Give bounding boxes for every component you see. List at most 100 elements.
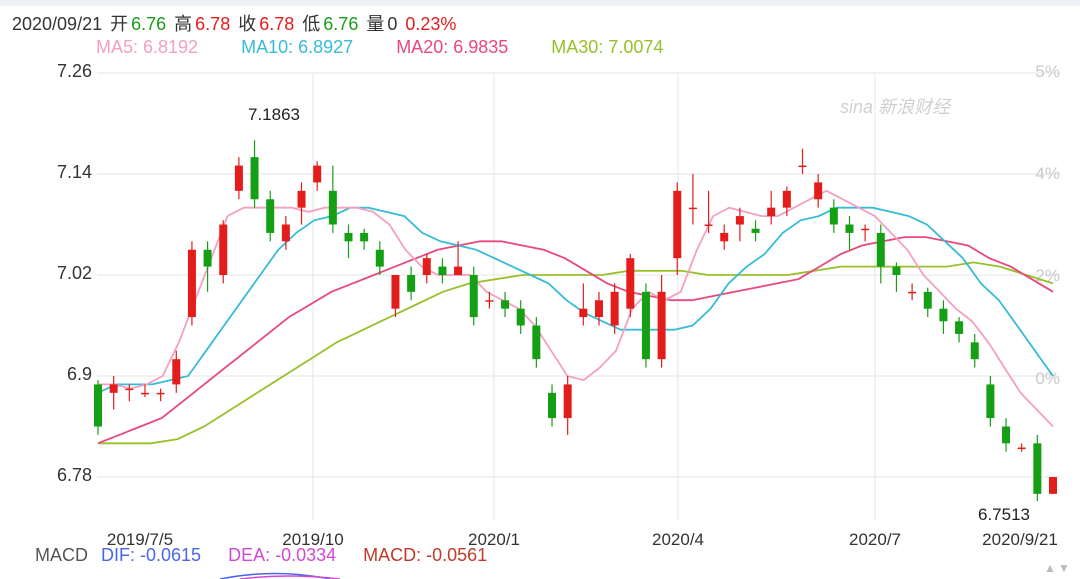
- x-tick-label: 2020/9/21: [982, 530, 1058, 549]
- candle-body: [876, 232, 885, 267]
- x-tick-label: 2020/4: [652, 530, 704, 549]
- pct-tick-label: 4%: [1035, 164, 1060, 183]
- macd-title: MACD: [35, 545, 88, 565]
- candle-body: [845, 224, 854, 233]
- candle-body: [94, 384, 102, 427]
- candle-body: [187, 249, 196, 318]
- candle-body: [641, 291, 650, 360]
- candle-body: [438, 266, 447, 275]
- candle-body: [1002, 426, 1011, 444]
- candle-body: [626, 258, 635, 309]
- low-label: 低: [302, 14, 321, 34]
- min-price-annotation: 6.7513: [978, 505, 1030, 524]
- candle-body: [610, 291, 619, 326]
- candle-body: [657, 291, 666, 360]
- candle-body: [532, 325, 541, 360]
- scroll-down-icon: ▼: [1058, 561, 1070, 575]
- scroll-up-icon: ▲: [1044, 561, 1056, 575]
- candle-body: [125, 388, 134, 391]
- pct-tick-label: 0%: [1035, 369, 1060, 388]
- candle-body: [360, 232, 369, 242]
- open-value: 6.76: [131, 14, 167, 34]
- candle-body: [892, 266, 901, 275]
- low-value: 6.76: [323, 14, 359, 34]
- y-tick-label: 6.78: [57, 465, 92, 485]
- candle-body: [688, 207, 697, 210]
- macd-legend: MACD DIF: -0.0615 DEA: -0.0334 MACD: -0.…: [35, 545, 509, 566]
- x-tick-label: 2019/10: [282, 530, 343, 549]
- candle-body: [219, 224, 228, 275]
- high-value: 6.78: [195, 14, 231, 34]
- candle-body: [923, 291, 932, 309]
- macd-dea: DEA: -0.0334: [228, 545, 337, 565]
- candle-body: [344, 232, 353, 242]
- candle-body: [782, 190, 791, 208]
- candle-body: [829, 207, 838, 225]
- candle-body: [172, 359, 181, 385]
- candle-body: [203, 249, 212, 267]
- candle-body: [798, 165, 807, 168]
- candle-body: [156, 392, 165, 395]
- candle-body: [767, 207, 776, 217]
- x-tick-label: 2020/1: [468, 530, 520, 549]
- candle-body: [375, 249, 384, 267]
- candle-body: [454, 266, 463, 275]
- macd-dea-line: [239, 575, 341, 579]
- candle-body: [1017, 447, 1026, 450]
- candle-body: [501, 300, 510, 309]
- macd-dif: DIF: -0.0615: [101, 545, 202, 565]
- candle-body: [391, 275, 400, 309]
- candle-body: [814, 182, 823, 200]
- candle-body: [720, 232, 729, 242]
- change-value: 0.23%: [405, 14, 457, 34]
- candle-body: [485, 300, 494, 302]
- candle-body: [516, 308, 525, 326]
- top-strip: [0, 0, 1080, 6]
- candle-body: [704, 224, 713, 226]
- candle-body: [563, 384, 572, 419]
- candle-body: [939, 308, 948, 322]
- candle-body: [861, 228, 870, 231]
- y-tick-label: 6.9: [67, 364, 92, 384]
- y-tick-label: 7.14: [57, 162, 92, 182]
- ma5-line: [98, 189, 1054, 428]
- high-label: 高: [174, 14, 193, 34]
- candle-body: [313, 165, 322, 183]
- candle-body: [469, 275, 478, 318]
- candle-body: [250, 157, 259, 200]
- volume-label: 量: [366, 14, 385, 34]
- candle-body: [281, 224, 290, 242]
- candle-body: [579, 308, 588, 318]
- ma5-legend: MA5: 6.8192: [96, 37, 199, 57]
- pct-tick-label: 5%: [1035, 62, 1060, 81]
- y-tick-label: 7.02: [57, 263, 92, 283]
- ma20-line: [97, 236, 1054, 445]
- close-value: 6.78: [259, 14, 295, 34]
- ma10-line: [97, 206, 1054, 394]
- candle-body: [673, 190, 682, 259]
- candle-body: [140, 392, 149, 395]
- candle-body: [751, 228, 760, 233]
- macd-value: MACD: -0.0561: [363, 545, 488, 565]
- candle-body: [297, 190, 306, 208]
- y-tick-label: 7.26: [57, 61, 92, 81]
- candle-body: [908, 291, 917, 294]
- candle-body: [548, 392, 557, 419]
- candle-body: [266, 199, 275, 233]
- max-price-annotation: 7.1863: [248, 105, 300, 124]
- candle-body: [970, 342, 979, 360]
- candle-body: [594, 300, 603, 318]
- volume-value: 0: [387, 14, 398, 34]
- ma30-line: [98, 261, 1054, 445]
- candle-body: [422, 258, 431, 275]
- candle-body: [234, 165, 243, 191]
- close-label: 收: [238, 14, 257, 34]
- ma-legend: MA5: 6.8192 MA10: 6.8927 MA20: 6.9835 MA…: [96, 37, 701, 58]
- candle-body: [1033, 443, 1042, 494]
- ma20-legend: MA20: 6.9835: [396, 37, 509, 57]
- ma30-legend: MA30: 7.0074: [551, 37, 664, 57]
- candle-body: [955, 321, 964, 334]
- candle-body: [328, 190, 337, 225]
- watermark: sina 新浪财经: [840, 97, 952, 117]
